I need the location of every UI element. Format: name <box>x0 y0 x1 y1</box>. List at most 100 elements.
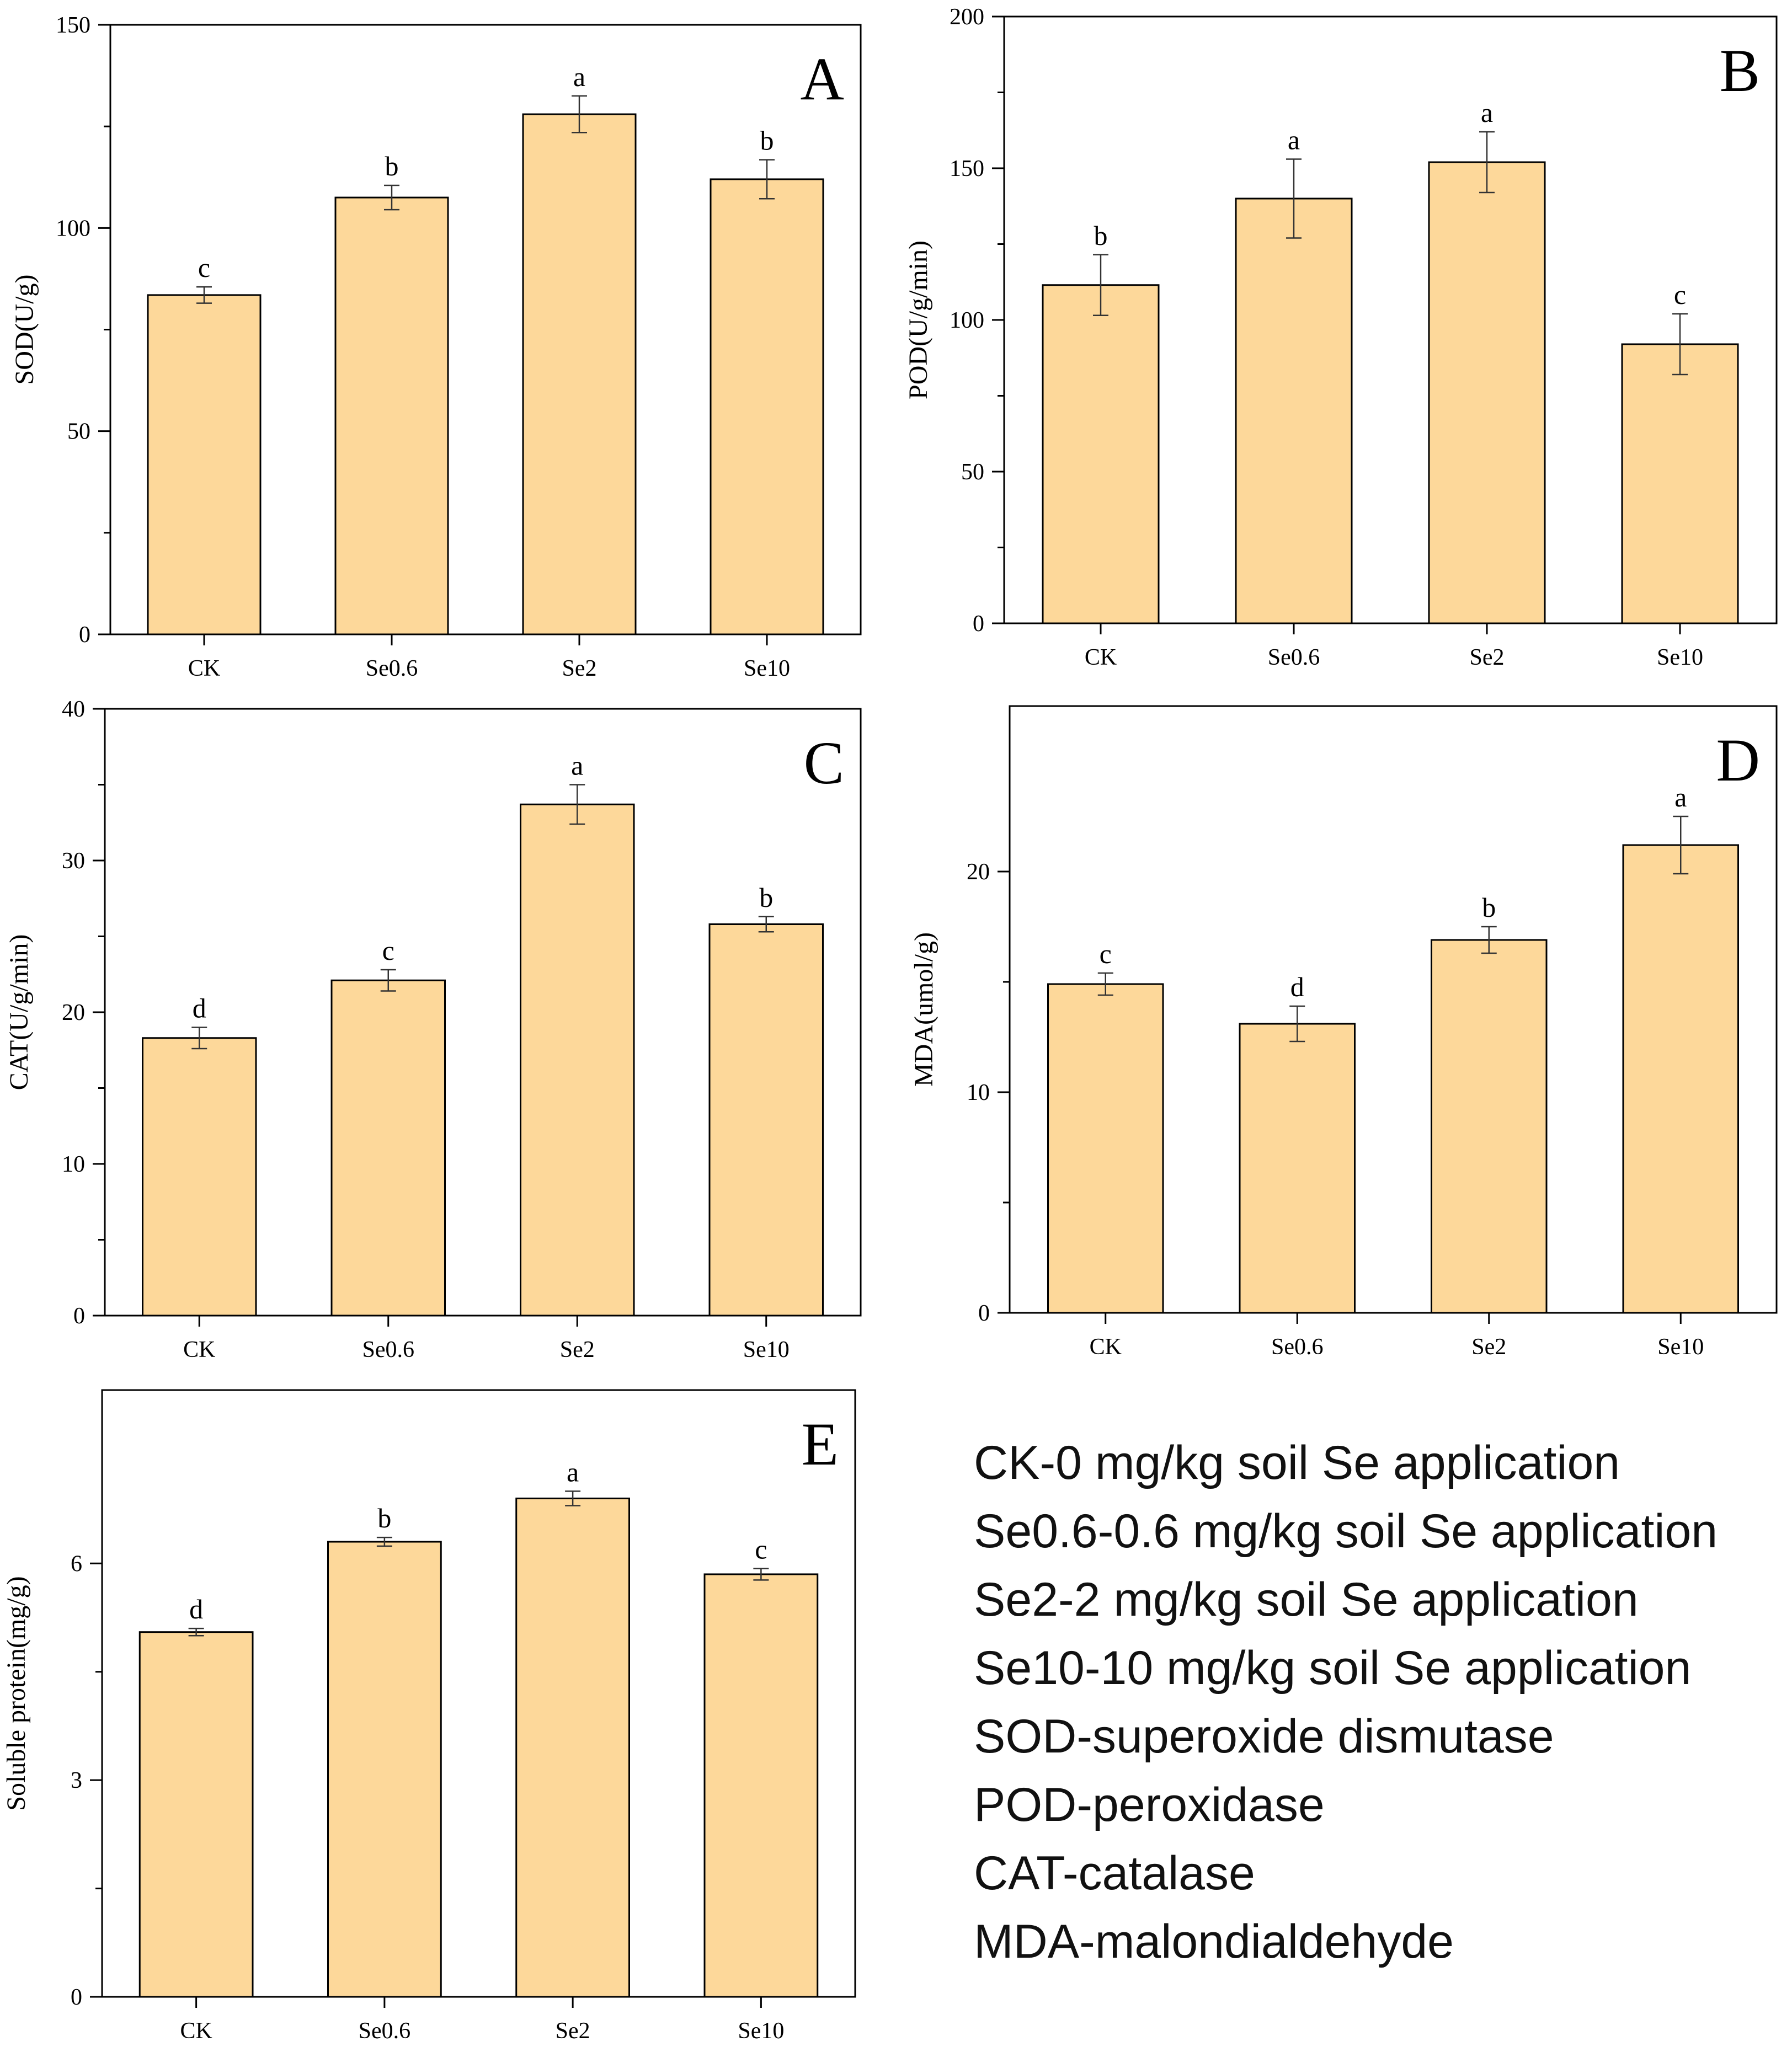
panel-e-sig-letter-3: c <box>755 1533 767 1564</box>
panel-d-sig-letter-2: b <box>1482 892 1496 923</box>
panel-d-sig-letter-0: c <box>1100 938 1112 969</box>
panel-d-sig-letter-1: d <box>1290 971 1304 1002</box>
panel-d-ylabel: MDA(umol/g) <box>909 932 938 1087</box>
panel-a-bar-0 <box>147 294 262 635</box>
panel-a-ytick-label-0: 0 <box>79 622 90 648</box>
panel-d-bar-0 <box>1047 983 1164 1314</box>
panel-d-ytick-label-1: 10 <box>967 1080 990 1105</box>
legend-line-se2: Se2-2 mg/kg soil Se application <box>974 1573 1639 1626</box>
panel-e-letter: E <box>802 1410 839 1478</box>
panel-e-ytick-label-1: 3 <box>71 1768 82 1793</box>
panel-c-ytick-label-4: 40 <box>62 697 85 722</box>
panel-c-ytick-label-3: 30 <box>62 848 85 874</box>
panel-e-bar-1 <box>327 1541 442 1998</box>
panel-a-xtick-label-0: CK <box>188 656 220 681</box>
panel-d-bar-3 <box>1622 844 1739 1314</box>
panel-d-ytick-label-2: 20 <box>967 859 990 885</box>
panel-a-bar-2 <box>522 113 637 635</box>
panel-b-xtick-label-3: Se10 <box>1657 645 1703 670</box>
panel-b-xtick-label-2: Se2 <box>1470 645 1505 670</box>
panel-a-ytick-label-2: 100 <box>56 216 90 241</box>
panel-b-ylabel: POD(U/g/min) <box>904 241 933 399</box>
panel-d-frame <box>1009 705 1778 1314</box>
panel-b-sig-letter-2: a <box>1481 97 1493 128</box>
panel-d-letter: D <box>1716 726 1760 794</box>
panel-b-ytick-label-4: 200 <box>950 4 984 30</box>
panel-b-letter: B <box>1720 37 1760 104</box>
panel-b-ytick-label-2: 100 <box>950 308 984 333</box>
panel-e-xtick-label-1: Se0.6 <box>359 2018 411 2044</box>
panel-e-bar-3 <box>703 1573 819 1998</box>
panel-a-sig-letter-1: b <box>385 151 399 181</box>
panel-e-ytick-label-2: 6 <box>71 1551 82 1577</box>
panel-d-xtick-label-3: Se10 <box>1657 1334 1704 1360</box>
panel-e-xtick-label-2: Se2 <box>556 2018 590 2044</box>
panel-b-sig-letter-0: b <box>1094 220 1108 251</box>
panel-d-xtick-label-1: Se0.6 <box>1271 1334 1324 1360</box>
panel-a-bar-1 <box>334 196 449 635</box>
panel-c-sig-letter-1: c <box>382 935 394 966</box>
panel-c-xtick-label-2: Se2 <box>560 1337 595 1362</box>
panel-b-sig-letter-3: c <box>1674 279 1686 310</box>
panel-e-bar-2 <box>515 1497 630 1998</box>
panel-a-xtick-label-3: Se10 <box>744 656 790 681</box>
panel-b-bar-0 <box>1042 284 1160 624</box>
panel-e-xtick-label-0: CK <box>180 2018 212 2044</box>
panel-a-xtick-label-2: Se2 <box>562 656 597 681</box>
panel-c-xtick-label-0: CK <box>183 1337 215 1362</box>
panel-c-bar-1 <box>330 979 446 1317</box>
panel-d-ytick-label-0: 0 <box>978 1301 990 1326</box>
panel-b-ytick-label-3: 150 <box>950 156 984 181</box>
panel-d-xtick-label-2: Se2 <box>1471 1334 1506 1360</box>
panel-a-ytick-label-1: 50 <box>67 419 90 445</box>
panel-c-xtick-label-3: Se10 <box>743 1337 790 1362</box>
panel-c-letter: C <box>804 729 844 797</box>
legend-line-se0-6: Se0.6-0.6 mg/kg soil Se application <box>974 1505 1718 1558</box>
panel-d-xtick-label-0: CK <box>1090 1334 1122 1360</box>
panel-d-bar-1 <box>1239 1023 1356 1314</box>
panel-e-sig-letter-0: d <box>189 1594 203 1624</box>
panel-a-bar-3 <box>710 178 824 635</box>
legend-line-mda: MDA-malondialdehyde <box>974 1915 1454 1968</box>
panel-c-xtick-label-1: Se0.6 <box>362 1337 415 1362</box>
panel-b-xtick-label-1: Se0.6 <box>1268 645 1320 670</box>
legend-line-cat: CAT-catalase <box>974 1847 1255 1900</box>
legend-line-ck: CK-0 mg/kg soil Se application <box>974 1436 1620 1489</box>
panel-a-sig-letter-3: b <box>760 125 774 156</box>
panel-d-bar-2 <box>1431 939 1548 1314</box>
panel-a-ylabel: SOD(U/g) <box>10 275 39 385</box>
panel-c-ylabel: CAT(U/g/min) <box>4 934 34 1091</box>
panel-e-bar-0 <box>138 1631 254 1998</box>
legend-line-pod: POD-peroxidase <box>974 1778 1325 1831</box>
panel-c-ytick-label-0: 0 <box>73 1303 85 1329</box>
panel-e-sig-letter-2: a <box>567 1456 579 1487</box>
panel-c-sig-letter-2: a <box>571 750 583 781</box>
panel-a-xtick-label-1: Se0.6 <box>366 656 418 681</box>
panel-a-sig-letter-2: a <box>573 61 585 92</box>
panel-e-ylabel: Soluble protein(mg/g) <box>2 1576 31 1810</box>
panel-e-frame <box>101 1389 856 1998</box>
panel-a-letter: A <box>801 45 844 113</box>
panel-c-ytick-label-1: 10 <box>62 1152 85 1177</box>
panel-e-ytick-label-0: 0 <box>71 1985 82 2010</box>
panel-c-sig-letter-0: d <box>193 993 206 1024</box>
legend: CK-0 mg/kg soil Se application Se0.6-0.6… <box>974 1429 1785 1976</box>
panel-c-ytick-label-2: 20 <box>62 1000 85 1025</box>
panel-c-bar-0 <box>142 1037 257 1317</box>
panel-b-xtick-label-0: CK <box>1085 645 1117 670</box>
legend-line-se10: Se10-10 mg/kg soil Se application <box>974 1642 1692 1695</box>
panel-c-bar-3 <box>708 923 824 1317</box>
panel-d-sig-letter-3: a <box>1674 782 1687 813</box>
panel-a-sig-letter-0: c <box>198 252 210 283</box>
panel-c-sig-letter-3: b <box>759 882 773 913</box>
panel-a-ytick-label-3: 150 <box>56 13 90 38</box>
legend-line-sod: SOD-superoxide dismutase <box>974 1710 1554 1763</box>
panel-e-xtick-label-3: Se10 <box>738 2018 784 2044</box>
panel-b-bar-3 <box>1621 343 1739 624</box>
panel-e-sig-letter-1: b <box>377 1503 391 1533</box>
panel-b-ytick-label-0: 0 <box>973 611 984 637</box>
panel-b-sig-letter-1: a <box>1288 125 1300 156</box>
panel-b-ytick-label-1: 50 <box>961 459 984 485</box>
panel-c-bar-2 <box>520 803 635 1317</box>
